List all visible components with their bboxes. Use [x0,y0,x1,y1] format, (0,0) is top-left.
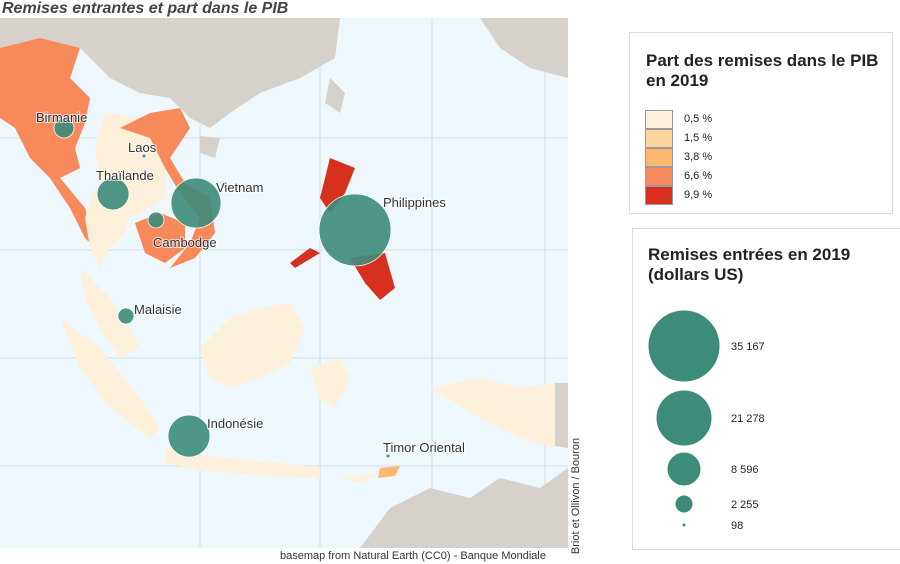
remit-circle [318,193,392,267]
country-label: Timor Oriental [383,440,465,455]
remit-circle [53,117,75,139]
remit-circle [117,307,135,325]
legend-remit-title: Remises entrées en 2019 (dollars US) [648,245,851,284]
legend-swatch [645,110,673,129]
legend-swatch [645,167,673,186]
legend-gdp: Part des remises dans le PIB en 2019 0,5… [629,32,893,214]
country-label: Indonésie [207,416,263,431]
credit-bottom: basemap from Natural Earth (CC0) - Banqu… [280,550,546,562]
legend-label: 3,8 % [684,151,713,163]
country-label: Birmanie [36,110,87,125]
country-label: Thaïlande [96,168,154,183]
legend-circle [647,309,721,383]
country-label: Vietnam [216,180,263,195]
map: Birmanie Laos Thaïlande Vietnam Cambodge Phil… [0,18,568,548]
legend-label: 1,5 % [684,132,713,144]
remit-circle [96,177,130,211]
legend-swatch [645,148,673,167]
remit-circle [141,153,147,159]
legend-swatch [645,129,673,148]
country-label: Philippines [383,195,446,210]
legend-label: 2 255 [731,499,759,511]
land-other [0,18,568,548]
legend-swatch [645,186,673,205]
legend-remit-items: 35 167 21 278 8 596 2 255 98 [647,309,765,532]
country-label: Malaisie [134,302,182,317]
remit-circle [167,414,211,458]
legend-label: 0,5 % [684,113,713,125]
remit-circle [385,453,391,459]
legend-remit: Remises entrées en 2019 (dollars US) 35 … [632,228,900,550]
remit-circle [147,211,165,229]
legend-label: 6,6 % [684,170,713,182]
country-label: Cambodge [153,235,217,250]
map-labels: Birmanie Laos Thaïlande Vietnam Cambodge Phil… [35,109,466,459]
legend-label: 98 [731,520,743,532]
legend-label: 9,9 % [684,189,713,201]
country-label: Laos [128,140,157,155]
legend-label: 35 167 [731,341,765,353]
legend-circle [681,522,687,528]
legend-circle [674,494,694,514]
legend-label: 8 596 [731,464,759,476]
remit-circle [170,177,222,229]
legend-circle [666,451,702,487]
legend-circle [655,389,713,447]
credit-side: Briot et Ollivon / Bouron [570,437,582,555]
legend-gdp-title: Part des remises dans le PIB en 2019 [646,51,879,90]
map-title: Remises entrantes et part dans le PIB [2,0,289,17]
legend-label: 21 278 [731,413,765,425]
